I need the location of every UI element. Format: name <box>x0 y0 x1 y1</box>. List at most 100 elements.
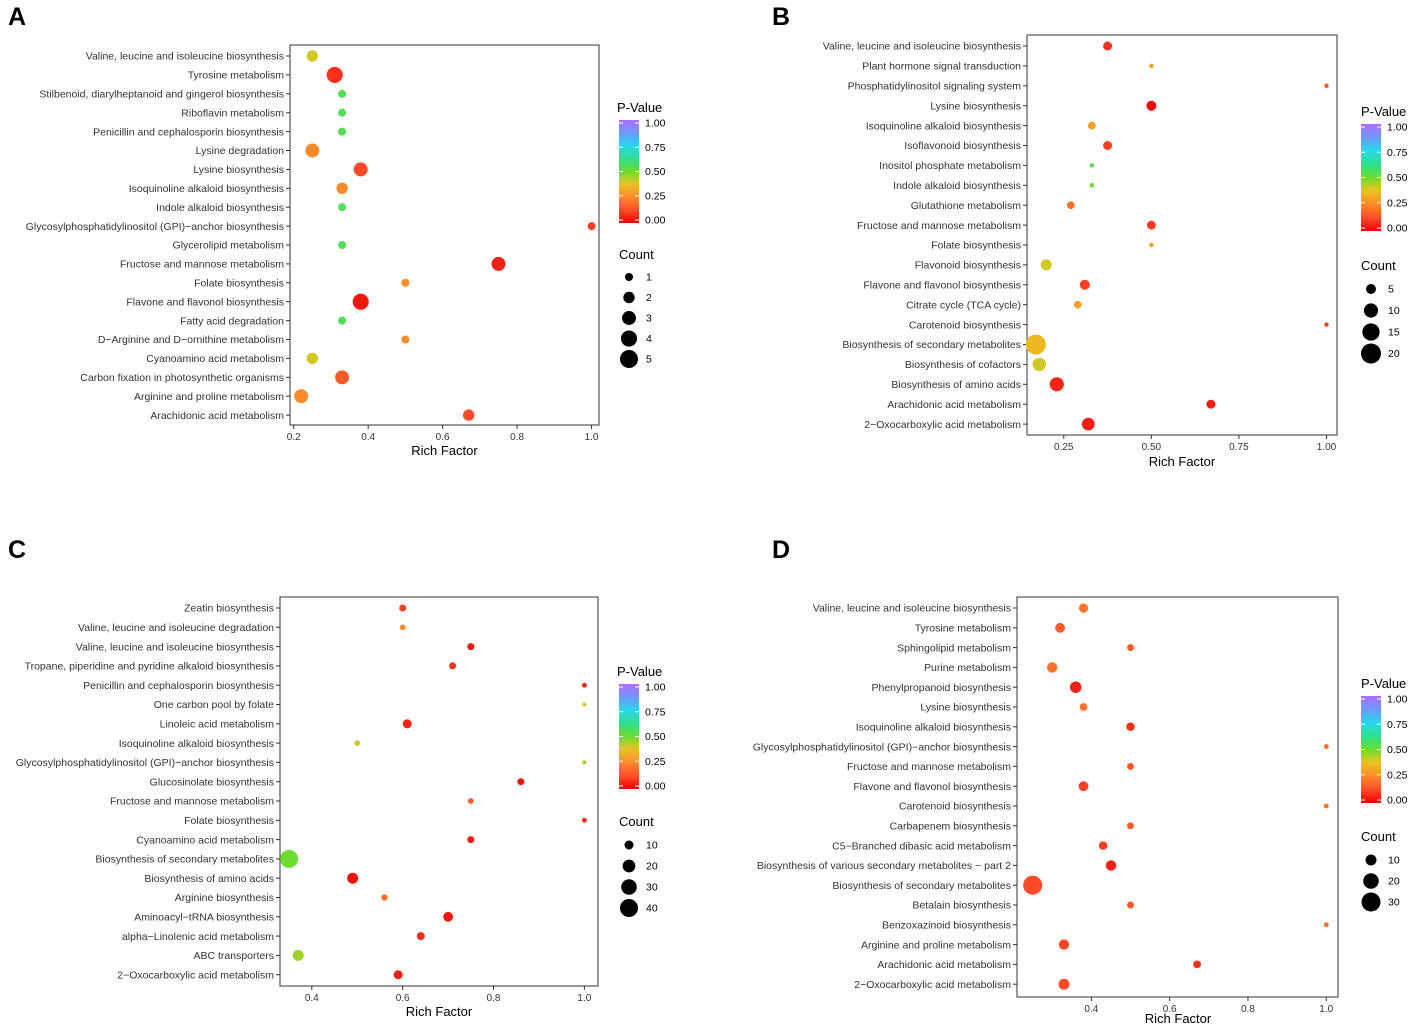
y-tick-label: alpha−Linolenic acid metabolism <box>122 931 274 943</box>
y-axis-b: Valine, leucine and isoleucine biosynthe… <box>823 41 1027 431</box>
count-legend-label: 4 <box>646 333 652 345</box>
y-tick-label: Glycosylphosphatidylinositol (GPI)−ancho… <box>16 757 274 769</box>
y-tick-label: Arginine and proline metabolism <box>134 391 284 403</box>
pvalue-tick-label: 0.25 <box>645 756 666 768</box>
x-tick-label: 0.8 <box>1241 1004 1255 1015</box>
data-point <box>401 278 410 287</box>
data-point <box>336 182 348 194</box>
count-legend-c: Count 10 20 30 40 <box>619 814 658 917</box>
y-tick-label: Valine, leucine and isoleucine biosynthe… <box>86 51 284 63</box>
data-point <box>1058 978 1070 990</box>
y-tick-label: Folate biosynthesis <box>184 815 274 827</box>
x-tick-label: 0.25 <box>1054 442 1074 453</box>
x-tick-label: 0.2 <box>287 432 301 443</box>
y-tick-label: Lysine degradation <box>196 145 285 157</box>
data-point <box>306 50 318 62</box>
data-point <box>1127 644 1134 652</box>
y-tick-label: Indole alkaloid biosynthesis <box>893 180 1021 192</box>
x-axis-label-c: Rich Factor <box>406 1004 473 1019</box>
x-tick-label: 1.00 <box>1317 442 1337 453</box>
panel-d: D Valine, leucine and isoleucine biosynt… <box>753 536 1408 1026</box>
y-tick-label: Flavone and flavonol biosynthesis <box>863 280 1021 292</box>
y-tick-label: Lysine biosynthesis <box>930 100 1021 112</box>
data-point <box>587 222 596 231</box>
y-tick-label: Isoquinoline alkaloid biosynthesis <box>119 738 274 750</box>
data-point <box>1089 163 1095 168</box>
y-tick-label: C5−Branched dibasic acid metabolism <box>832 840 1011 852</box>
x-tick-label: 0.50 <box>1142 442 1162 453</box>
count-legend-label: 20 <box>1388 876 1400 888</box>
panel-label-a: A <box>8 3 26 31</box>
count-legend-dot <box>1362 323 1380 341</box>
y-tick-label: Carotenoid biosynthesis <box>899 801 1011 813</box>
data-point <box>1193 960 1201 969</box>
y-tick-label: 2−Oxocarboxylic acid metabolism <box>854 979 1011 991</box>
y-tick-label: Sphingolipid metabolism <box>897 642 1011 654</box>
data-point <box>338 203 347 212</box>
y-tick-label: Biosynthesis of amino acids <box>144 873 274 885</box>
count-legend-dot <box>624 840 634 850</box>
y-tick-label: Flavone and flavonol biosynthesis <box>126 296 284 308</box>
y-tick-label: Phosphatidylinositol signaling system <box>848 81 1022 93</box>
data-point <box>347 872 359 884</box>
data-point <box>338 108 347 117</box>
data-point <box>1081 417 1095 431</box>
x-tick-label: 1.0 <box>585 432 599 443</box>
pvalue-legend-d: P-Value 1.00 0.75 0.50 0.25 0.00 <box>1361 676 1408 807</box>
x-axis-label-d: Rich Factor <box>1145 1011 1212 1026</box>
points-c <box>280 604 587 980</box>
y-tick-label: Fructose and mannose metabolism <box>847 761 1011 773</box>
data-point <box>1079 279 1090 290</box>
y-tick-label: Arachidonic acid metabolism <box>877 959 1011 971</box>
data-point <box>338 89 347 98</box>
pvalue-tick-label: 0.25 <box>1387 197 1408 209</box>
data-point <box>467 798 474 804</box>
count-legend-label: 5 <box>646 354 652 366</box>
data-point <box>449 662 457 670</box>
data-point <box>581 817 587 823</box>
count-legend-d: Count 10 20 30 <box>1361 829 1400 912</box>
data-point <box>338 316 347 325</box>
count-legend-items-d: 10 20 30 <box>1361 854 1400 912</box>
data-point <box>1149 242 1154 248</box>
data-point <box>354 740 361 746</box>
count-legend-label: 10 <box>646 840 658 852</box>
panel-label-d: D <box>772 536 790 564</box>
panel-c: C Zeatin biosynthesis Valine, leucine and… <box>8 536 666 1019</box>
data-point <box>491 256 506 271</box>
count-legend-label: 1 <box>646 272 652 284</box>
count-legend-dot <box>620 350 638 368</box>
data-point <box>1078 603 1089 613</box>
data-point <box>1324 83 1329 89</box>
data-point <box>401 335 410 344</box>
points-b <box>1025 41 1329 431</box>
y-tick-label: Biosynthesis of cofactors <box>905 359 1021 371</box>
pvalue-tick-label: 0.75 <box>1387 147 1408 159</box>
y-tick-label: Valine, leucine and isoleucine biosynthe… <box>76 641 274 653</box>
pvalue-tick-label: 0.50 <box>645 166 666 178</box>
pvalue-tick-label: 0.00 <box>645 215 666 227</box>
data-point <box>1146 220 1156 230</box>
panel-b: B Valine, leucine and isoleucine biosynt… <box>772 3 1408 469</box>
count-legend-title-c: Count <box>619 814 654 829</box>
data-point <box>338 127 347 136</box>
pvalue-ticks-b: 1.00 0.75 0.50 0.25 0.00 <box>1361 122 1408 235</box>
y-tick-label: Flavone and flavonol biosynthesis <box>853 781 1011 793</box>
y-axis-c: Zeatin biosynthesis Valine, leucine and i… <box>16 603 280 981</box>
data-point <box>1079 703 1088 711</box>
y-tick-label: Indole alkaloid biosynthesis <box>156 202 284 214</box>
count-legend-dot <box>622 859 636 873</box>
data-point <box>1206 399 1216 409</box>
y-tick-label: Arginine biosynthesis <box>175 892 274 904</box>
y-tick-label: Arachidonic acid metabolism <box>150 410 284 422</box>
y-tick-label: Isoquinoline alkaloid biosynthesis <box>856 722 1011 734</box>
count-legend-label: 15 <box>1388 327 1400 339</box>
pvalue-legend-title-c: P-Value <box>617 664 662 679</box>
data-point <box>1146 100 1157 111</box>
data-point <box>443 911 454 922</box>
y-tick-label: Glycosylphosphatidylinositol (GPI)−ancho… <box>26 221 284 233</box>
plot-area-b <box>1026 34 1338 436</box>
data-point <box>292 949 304 961</box>
y-tick-label: Riboflavin metabolism <box>181 107 284 119</box>
